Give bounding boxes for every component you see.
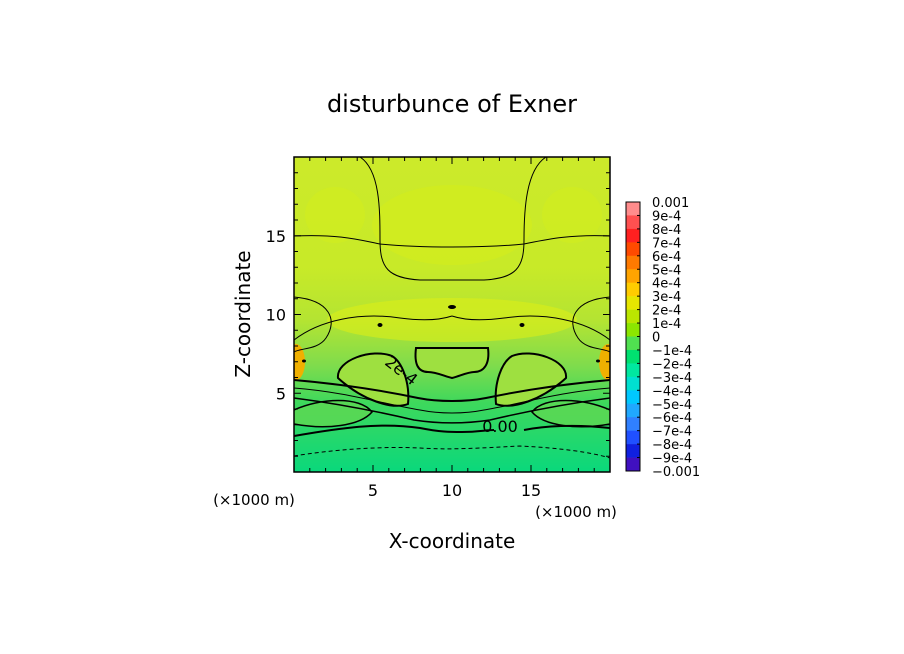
colorbar-swatch [626,349,640,364]
contour-2e-4-center-lobe [414,347,490,380]
colorbar-swatch [626,282,640,297]
extremum-mark-left [377,323,383,327]
colorbar-swatch [626,269,640,283]
contour-line-band-3 [294,397,610,424]
contour-lines [294,157,610,459]
colorbar-label: −7e-4 [652,425,692,440]
colorbar-label: 7e-4 [652,236,681,251]
x-tick-label: 5 [368,481,378,500]
x-axis-label: X-coordinate [389,529,516,553]
axis-ticks: 5 10 15 5 10 15 [266,157,610,500]
left-edge-orange-spot [294,344,305,380]
upper-right-patch [542,187,602,243]
contour-line-mid-left [294,315,453,341]
colorbar-label: 4e-4 [652,277,681,292]
chart-title: disturbunce of Exner [327,90,577,118]
x-tick-label: 10 [442,481,462,500]
colorbar-swatch [626,255,640,270]
colorbar-swatch [626,444,640,458]
contour-2e-4-band [294,379,610,402]
contour-line-right-edge [572,296,610,353]
y-axis-label: Z-coordinate [231,250,255,377]
colorbar-swatch [626,242,640,257]
colorbar-swatch [626,390,640,405]
colorbar-swatch [626,323,640,337]
colorbar-label: 6e-4 [652,250,681,265]
colorbar-label: 0.001 [652,196,689,211]
colorbar-label: −8e-4 [652,438,692,453]
y-tick-label: 15 [266,227,286,246]
x-tick-label: 15 [521,481,541,500]
x-unit-left: (×1000 m) [213,491,295,509]
colorbar-label: 9e-4 [652,209,681,224]
colorbar-label: 2e-4 [652,304,681,319]
center-lobe-fill [415,348,489,378]
colorbar-swatch [626,457,640,472]
contour-line-mid-right [451,315,610,341]
right-edge-orange-spot [599,344,610,380]
colorbar-label: 5e-4 [652,263,681,278]
colorbar-swatch [626,228,640,243]
colorbar: 0.0019e-48e-47e-46e-45e-44e-43e-42e-41e-… [625,196,700,480]
colorbar-label: 0 [652,331,660,346]
extremum-mark-right-edge [596,359,600,363]
colorbar-swatch [626,215,640,230]
y-tick-label: 10 [266,306,286,325]
colorbar-swatch [626,309,640,324]
upper-yellow-patch [372,185,532,265]
contour-line-left-edge [294,296,332,353]
colorbar-swatch [626,417,640,431]
colorbar-swatch [626,363,640,378]
colorbar-swatch [626,336,640,351]
colorbar-label: −1e-4 [652,344,692,359]
colorbar-label: 8e-4 [652,223,681,238]
colorbar-label: −4e-4 [652,384,692,399]
colorbar-label: −5e-4 [652,398,692,413]
colorbar-label: 1e-4 [652,317,681,332]
colorbar-swatch [626,403,640,418]
colorbar-label: 3e-4 [652,290,681,305]
colorbar-label: −3e-4 [652,371,692,386]
contour-line-band-2 [294,387,610,414]
small-extrema-marks [302,305,600,363]
upper-left-patch [305,187,365,243]
contour-label-0-00: 0.00 [482,417,518,436]
contour-left-lower-lobe [294,399,373,428]
extremum-mark-right [519,323,525,327]
colorbar-swatch [626,296,640,310]
y-tick-label: 5 [276,384,286,403]
colorbar-label: −2e-4 [652,357,692,372]
colorbar-swatch [626,202,640,216]
colorbar-label: −6e-4 [652,411,692,426]
colorbar-label: −0.001 [652,465,700,480]
colorbar-swatch [626,376,640,391]
contour-line-upper-box [359,157,547,281]
contour-zero-line [294,424,495,437]
x-unit-right: (×1000 m) [535,503,617,521]
plot-area: 2e-4 0.00 [294,157,610,472]
contour-zero-line-right [523,424,610,431]
extremum-mark-left-edge [302,359,306,363]
mid-bright-patch [327,298,577,342]
colorbar-label: −9e-4 [652,452,692,467]
contour-line-upper [294,235,610,248]
colorbar-swatch [626,430,640,445]
extremum-mark-center [448,305,456,309]
contour-negative-dashed [294,445,610,459]
